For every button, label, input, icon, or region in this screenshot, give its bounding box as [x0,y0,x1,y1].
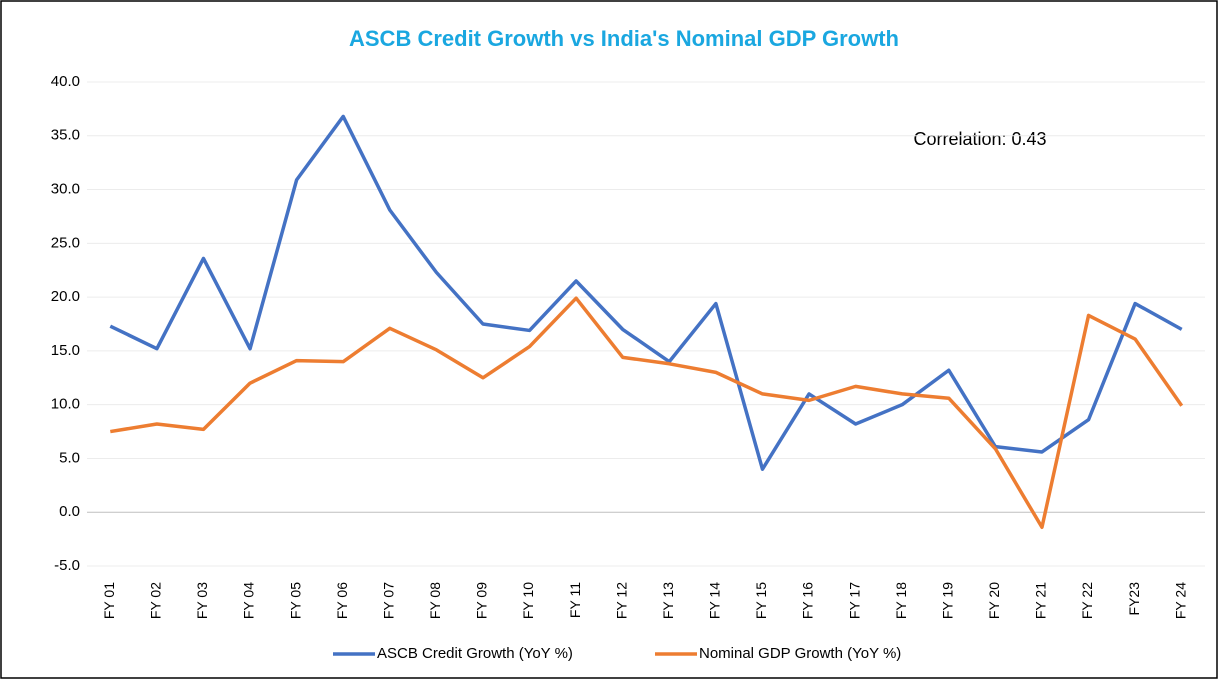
x-tick-label: FY 04 [241,582,257,619]
x-tick-label: FY 12 [613,582,629,619]
x-tick-label: FY 21 [1033,582,1049,619]
series-line [110,296,1184,530]
y-tick-label: 40.0 [51,73,80,90]
x-tick-label: FY 07 [380,582,396,619]
x-tick-label: FY 10 [520,582,536,619]
series-line [109,114,1183,471]
y-tick-label: 30.0 [51,181,80,198]
x-tick-label: FY 01 [101,582,117,619]
x-tick-label: FY 08 [427,582,443,619]
y-tick-label: 10.0 [51,396,80,413]
annotation: Correlation: 0.43 [913,129,1046,149]
legend-label: ASCB Credit Growth (YoY %) [377,645,573,662]
x-tick-label: FY 14 [707,582,723,619]
x-tick-label: FY 24 [1172,582,1188,619]
x-tick-label: FY 02 [148,582,164,619]
x-tick-label: FY 16 [800,582,816,619]
y-tick-label: -5.0 [54,557,80,574]
y-tick-label: 15.0 [51,342,80,359]
x-tick-label: FY 05 [287,582,303,619]
x-tick-label: FY 15 [753,582,769,619]
legend-label: Nominal GDP Growth (YoY %) [699,645,901,662]
x-tick-label: FY 03 [194,582,210,619]
x-tick-label: FY 13 [660,582,676,619]
y-tick-label: 25.0 [51,234,80,251]
x-tick-label: FY 19 [939,582,955,619]
x-tick-label: FY 17 [846,582,862,619]
y-tick-label: 35.0 [51,127,80,144]
x-tick-label: FY 18 [893,582,909,619]
x-tick-label: FY 11 [567,582,583,618]
x-tick-label: FY 06 [334,582,350,619]
y-tick-label: 0.0 [59,503,80,520]
x-tick-label: FY 20 [986,582,1002,619]
chart-title: ASCB Credit Growth vs India's Nominal GD… [349,26,899,51]
x-tick-label: FY23 [1126,582,1142,616]
y-tick-label: 20.0 [51,288,80,305]
x-tick-label: FY 22 [1079,582,1095,619]
y-tick-label: 5.0 [59,449,80,466]
x-tick-label: FY 09 [474,582,490,619]
